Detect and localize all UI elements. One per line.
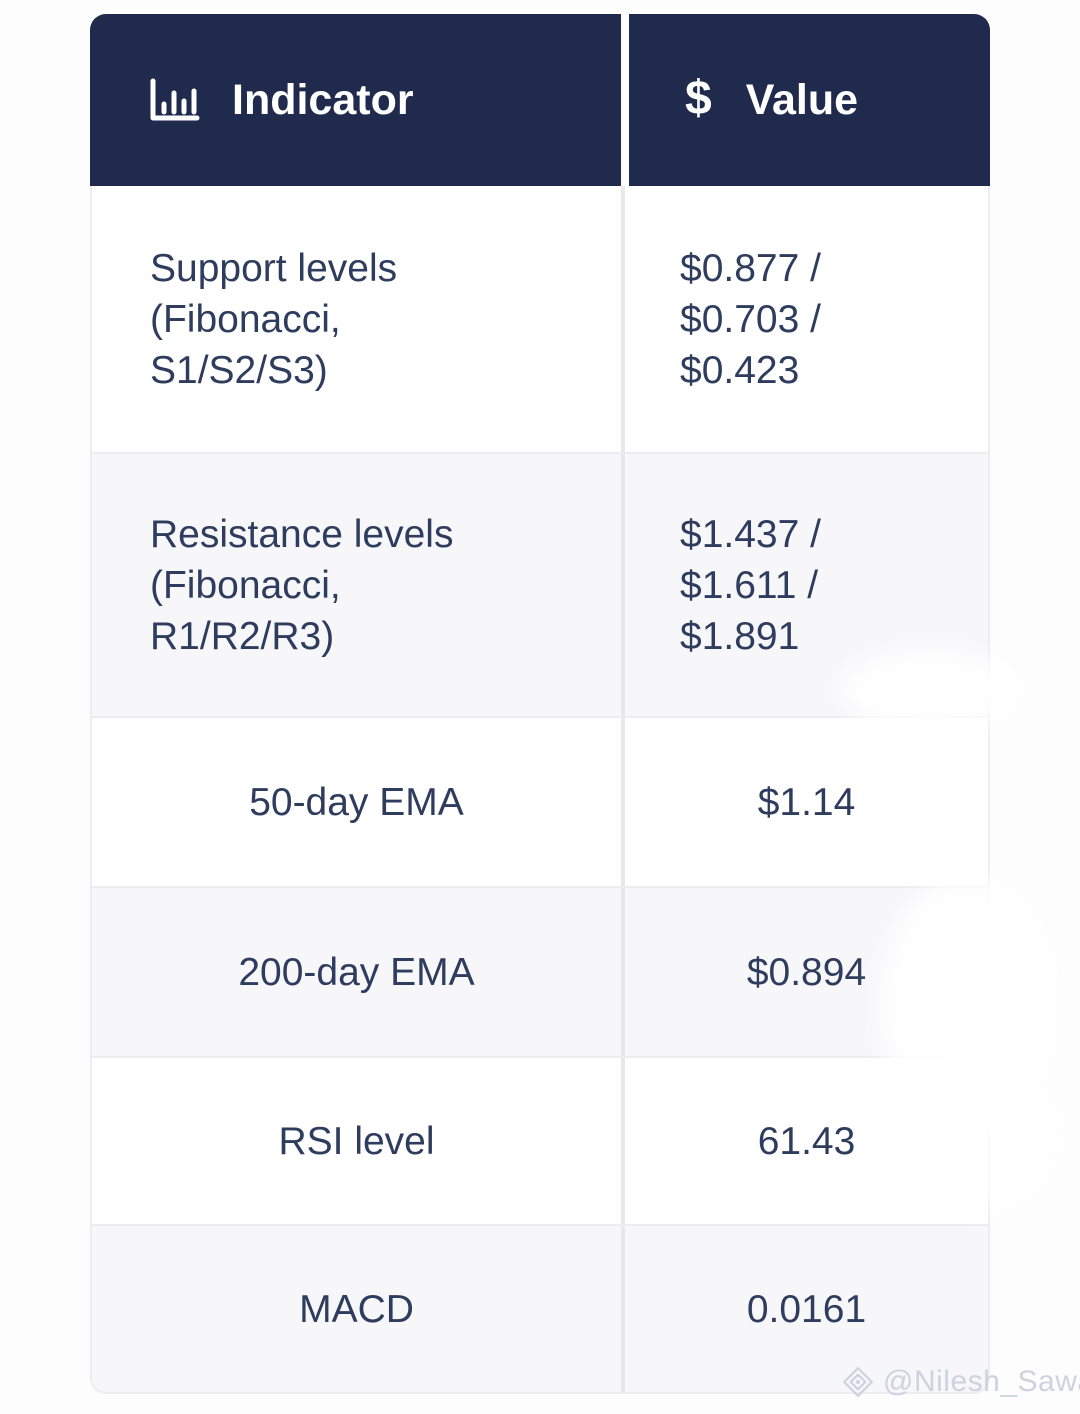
table-row-resistance-levels: Resistance levels (Fibonacci, R1/R2/R3) … — [92, 452, 988, 716]
value-cell: $1.437 / $1.611 / $1.891 — [680, 512, 821, 658]
indicator-cell: 200-day EMA — [92, 888, 625, 1056]
table-header-row: Indicator $ Value — [90, 14, 990, 186]
indicator-value-table: Indicator $ Value Support levels (Fibona… — [90, 14, 990, 1394]
header-cell-value: $ Value — [629, 14, 990, 186]
value-cell: 0.0161 — [746, 1287, 867, 1331]
dollar-icon: $ — [685, 71, 712, 125]
value-cell: 61.43 — [757, 1119, 856, 1163]
table-row-50-day-ema: 50-day EMA $1.14 — [92, 716, 988, 886]
table-row-support-levels: Support levels (Fibonacci, S1/S2/S3) $0.… — [92, 186, 988, 452]
indicator-cell: RSI level — [92, 1058, 625, 1224]
value-cell: $0.877 / $0.703 / $0.423 — [680, 246, 821, 392]
table-body: Support levels (Fibonacci, S1/S2/S3) $0.… — [90, 186, 990, 1394]
value-cell: $1.14 — [757, 780, 856, 824]
indicator-cell: Support levels (Fibonacci, S1/S2/S3) — [92, 186, 625, 452]
watermark: @Nilesh_Sawant — [840, 1364, 1080, 1400]
header-indicator-label: Indicator — [232, 75, 414, 124]
value-cell: $0.894 — [746, 950, 867, 994]
header-cell-indicator: Indicator — [90, 14, 621, 186]
indicator-cell: Resistance levels (Fibonacci, R1/R2/R3) — [92, 454, 625, 716]
indicator-cell: MACD — [92, 1226, 625, 1392]
gem-diamond-icon — [840, 1364, 876, 1400]
header-value-label: Value — [745, 75, 859, 124]
table-row-macd: MACD 0.0161 — [92, 1224, 988, 1392]
watermark-handle: @Nilesh_Sawant — [883, 1365, 1080, 1398]
table-row-200-day-ema: 200-day EMA $0.894 — [92, 886, 988, 1056]
indicator-cell: 50-day EMA — [92, 718, 625, 886]
bar-chart-icon — [148, 77, 202, 123]
table-row-rsi-level: RSI level 61.43 — [92, 1056, 988, 1224]
